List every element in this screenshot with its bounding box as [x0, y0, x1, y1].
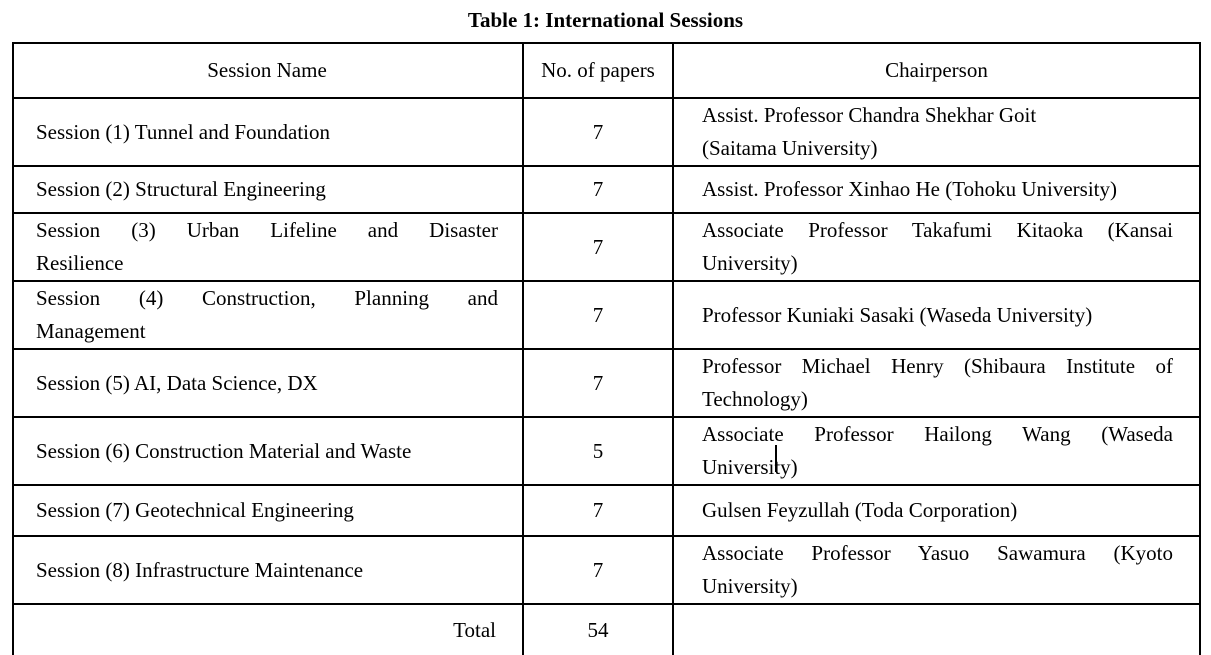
- chairperson-cell: Associate Professor Yasuo Sawamura (Kyot…: [672, 535, 1201, 605]
- chairperson-cell: Associate Professor Takafumi Kitaoka (Ka…: [672, 212, 1201, 282]
- table-row: Session (7) Geotechnical Engineering 7 G…: [12, 484, 1201, 537]
- header-row: Session Name No. of papers Chairperson: [12, 42, 1201, 99]
- total-row: Total 54: [12, 603, 1201, 655]
- papers-count-cell: 7: [522, 280, 674, 350]
- session-name-cell: Session (5) AI, Data Science, DX: [12, 348, 524, 418]
- header-no-of-papers-label: No. of papers: [541, 58, 655, 82]
- table-row: Session (2) Structural Engineering 7 Ass…: [12, 165, 1201, 214]
- table-row: Session (8) Infrastructure Maintenance 7…: [12, 535, 1201, 605]
- empty-cell: [672, 603, 1201, 655]
- session-name-cell: Session (7) Geotechnical Engineering: [12, 484, 524, 537]
- papers-count-cell: 7: [522, 484, 674, 537]
- table-row: Session (5) AI, Data Science, DX 7 Profe…: [12, 348, 1201, 418]
- papers-count-cell: 7: [522, 535, 674, 605]
- session-name-cell: Session (2) Structural Engineering: [12, 165, 524, 214]
- papers-count-cell: 5: [522, 416, 674, 486]
- session-name-cell: Session (6) Construction Material and Wa…: [12, 416, 524, 486]
- chairperson-cell: Gulsen Feyzullah (Toda Corporation): [672, 484, 1201, 537]
- session-name-cell: Session (1) Tunnel and Foundation: [12, 97, 524, 167]
- papers-count-cell: 7: [522, 212, 674, 282]
- total-value-cell: 54: [522, 603, 674, 655]
- papers-count-cell: 7: [522, 165, 674, 214]
- total-value: 54: [587, 617, 609, 642]
- table-row: Session (4) Construction, Planning and M…: [12, 280, 1201, 350]
- chairperson-cell: Assist. Professor Chandra Shekhar Goit (…: [672, 97, 1201, 167]
- header-chairperson: Chairperson: [672, 42, 1201, 99]
- header-no-of-papers: No. of papers: [522, 42, 674, 99]
- session-name-cell: Session (3) Urban Lifeline and Disaster …: [12, 212, 524, 282]
- session-name-cell: Session (4) Construction, Planning and M…: [12, 280, 524, 350]
- chairperson-cell: Professor Michael Henry (Shibaura Instit…: [672, 348, 1201, 418]
- header-chairperson-label: Chairperson: [885, 58, 988, 82]
- header-session-name: Session Name: [12, 42, 524, 99]
- header-session-name-label: Session Name: [207, 58, 327, 82]
- table-row: Session (3) Urban Lifeline and Disaster …: [12, 212, 1201, 282]
- chairperson-cell: Professor Kuniaki Sasaki (Waseda Univers…: [672, 280, 1201, 350]
- international-sessions-table: Session Name No. of papers Chairperson S…: [12, 42, 1201, 655]
- text-cursor: [775, 445, 777, 472]
- papers-count-cell: 7: [522, 348, 674, 418]
- table-title: Table 1: International Sessions: [467, 8, 744, 32]
- session-name-cell: Session (8) Infrastructure Maintenance: [12, 535, 524, 605]
- chairperson-cell: Associate Professor Hailong Wang (Waseda…: [672, 416, 1201, 486]
- chairperson-cell: Assist. Professor Xinhao He (Tohoku Univ…: [672, 165, 1201, 214]
- total-label-cell: Total: [12, 603, 524, 655]
- table-row: Session (1) Tunnel and Foundation 7 Assi…: [12, 97, 1201, 167]
- total-label: Total: [453, 617, 496, 642]
- papers-count-cell: 7: [522, 97, 674, 167]
- table-row: Session (6) Construction Material and Wa…: [12, 416, 1201, 486]
